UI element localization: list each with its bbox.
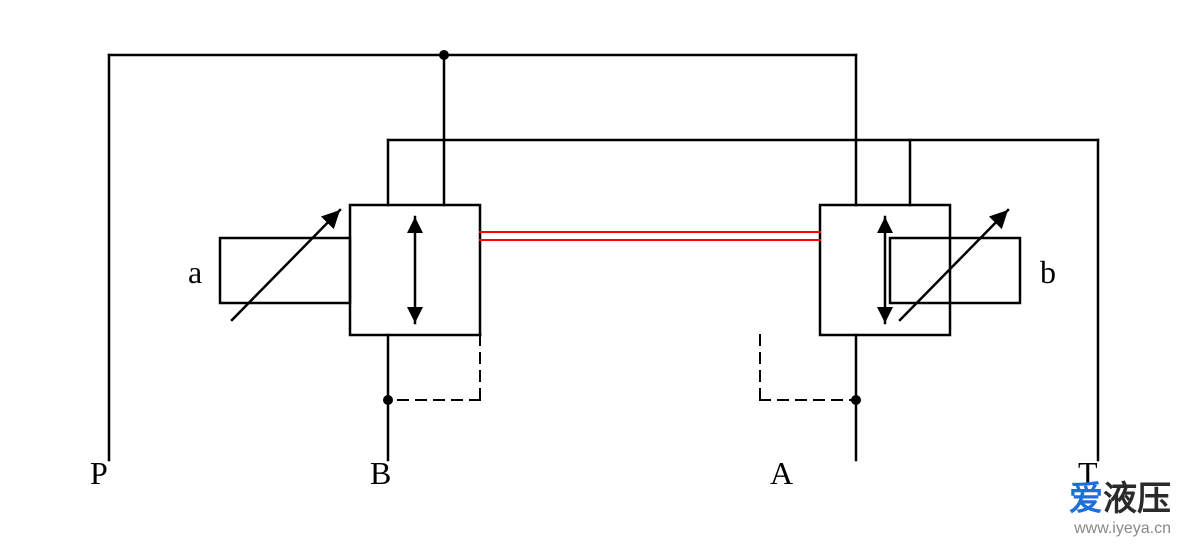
hydraulic-schematic: [0, 0, 1179, 546]
